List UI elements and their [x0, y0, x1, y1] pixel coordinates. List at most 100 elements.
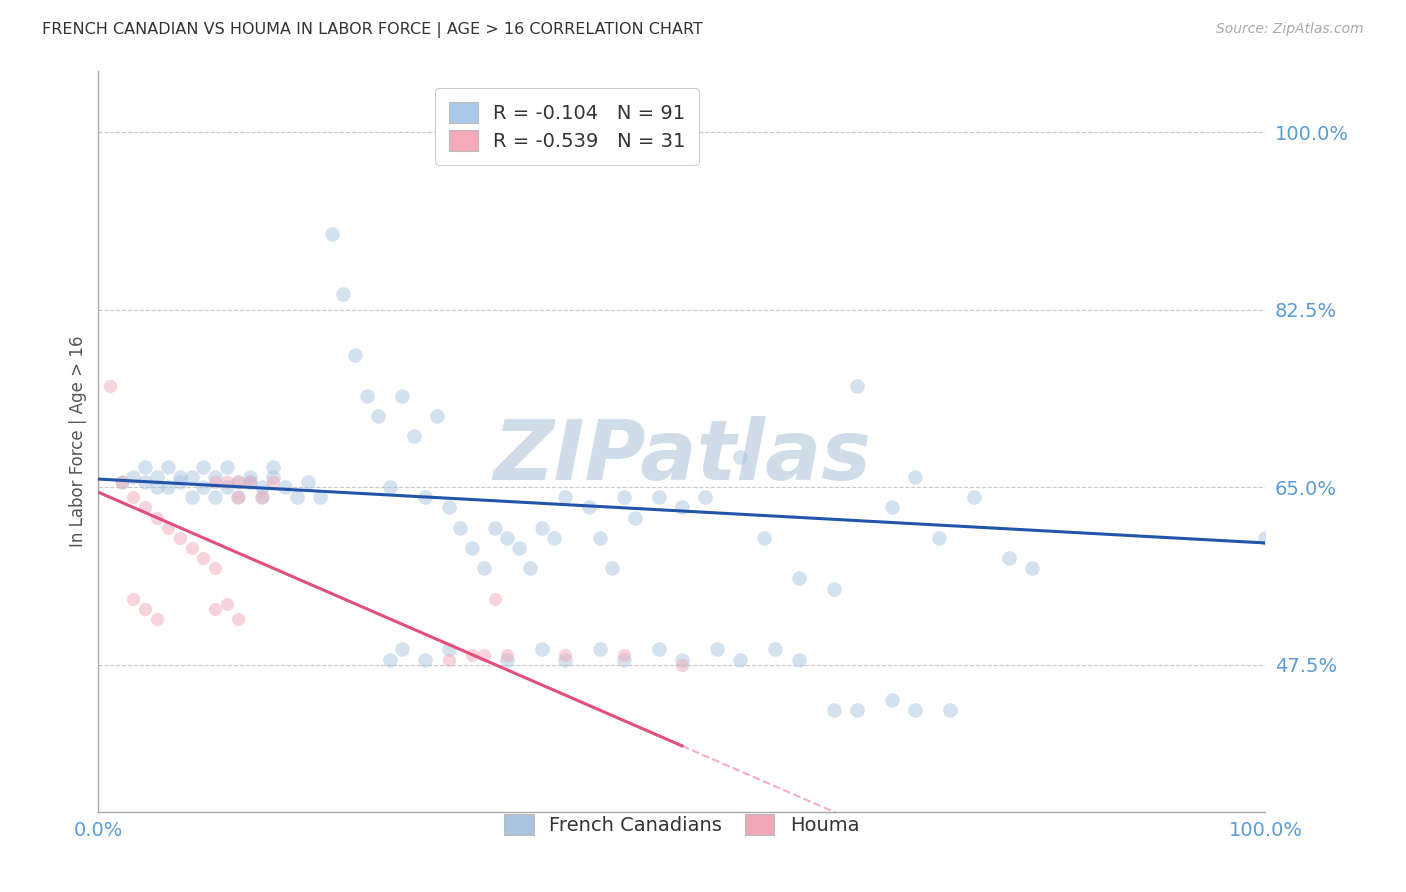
Text: Source: ZipAtlas.com: Source: ZipAtlas.com: [1216, 22, 1364, 37]
Point: [496, 652, 519, 666]
Point: [787, 571, 810, 585]
Point: [543, 531, 565, 545]
Point: [613, 652, 636, 666]
Point: [928, 531, 950, 545]
Point: [554, 491, 576, 505]
Point: [111, 475, 134, 489]
Point: [472, 561, 495, 575]
Point: [647, 491, 669, 505]
Point: [939, 703, 962, 717]
Point: [823, 703, 845, 717]
Point: [169, 531, 191, 545]
Point: [215, 475, 238, 489]
Point: [880, 693, 903, 707]
Point: [496, 531, 519, 545]
Point: [356, 389, 378, 403]
Point: [228, 491, 250, 505]
Point: [554, 648, 576, 662]
Point: [122, 491, 145, 505]
Point: [228, 491, 250, 505]
Legend: French Canadians, Houma: French Canadians, Houma: [492, 802, 872, 847]
Point: [332, 287, 354, 301]
Point: [823, 582, 845, 596]
Point: [472, 648, 495, 662]
Point: [157, 480, 180, 494]
Point: [274, 480, 297, 494]
Point: [204, 475, 226, 489]
Point: [169, 475, 191, 489]
Point: [134, 500, 156, 515]
Point: [589, 531, 612, 545]
Point: [437, 642, 460, 657]
Point: [508, 541, 530, 555]
Point: [228, 475, 250, 489]
Text: FRENCH CANADIAN VS HOUMA IN LABOR FORCE | AGE > 16 CORRELATION CHART: FRENCH CANADIAN VS HOUMA IN LABOR FORCE …: [42, 22, 703, 38]
Point: [484, 591, 506, 606]
Point: [391, 642, 413, 657]
Point: [204, 561, 226, 575]
Point: [321, 227, 343, 241]
Point: [297, 475, 319, 489]
Point: [157, 521, 180, 535]
Point: [228, 612, 250, 626]
Point: [122, 591, 145, 606]
Point: [962, 491, 984, 505]
Point: [671, 652, 693, 666]
Y-axis label: In Labor Force | Age > 16: In Labor Force | Age > 16: [69, 335, 87, 548]
Point: [589, 642, 612, 657]
Point: [180, 541, 202, 555]
Point: [134, 475, 156, 489]
Point: [554, 652, 576, 666]
Point: [180, 491, 202, 505]
Point: [204, 602, 226, 616]
Point: [134, 602, 156, 616]
Point: [671, 657, 693, 672]
Point: [367, 409, 389, 424]
Point: [111, 475, 134, 489]
Point: [413, 491, 436, 505]
Point: [530, 642, 553, 657]
Point: [904, 703, 927, 717]
Point: [193, 551, 215, 566]
Point: [730, 652, 752, 666]
Point: [215, 480, 238, 494]
Point: [647, 642, 669, 657]
Point: [787, 652, 810, 666]
Point: [98, 378, 121, 392]
Point: [449, 521, 471, 535]
Point: [671, 500, 693, 515]
Point: [169, 470, 191, 484]
Point: [215, 459, 238, 474]
Point: [146, 612, 169, 626]
Point: [402, 429, 425, 443]
Point: [180, 470, 202, 484]
Point: [122, 470, 145, 484]
Point: [904, 470, 927, 484]
Point: [239, 475, 262, 489]
Point: [484, 521, 506, 535]
Point: [380, 652, 402, 666]
Point: [496, 648, 519, 662]
Point: [134, 459, 156, 474]
Point: [157, 459, 180, 474]
Point: [344, 348, 367, 362]
Point: [262, 459, 284, 474]
Point: [624, 510, 647, 524]
Point: [239, 470, 262, 484]
Point: [613, 648, 636, 662]
Point: [413, 652, 436, 666]
Point: [530, 521, 553, 535]
Point: [146, 510, 169, 524]
Point: [380, 480, 402, 494]
Point: [997, 551, 1019, 566]
Point: [600, 561, 623, 575]
Point: [309, 491, 332, 505]
Point: [846, 378, 869, 392]
Text: ZIPatlas: ZIPatlas: [494, 416, 870, 497]
Point: [1254, 531, 1277, 545]
Point: [437, 652, 460, 666]
Point: [426, 409, 449, 424]
Point: [613, 491, 636, 505]
Point: [215, 597, 238, 611]
Point: [752, 531, 775, 545]
